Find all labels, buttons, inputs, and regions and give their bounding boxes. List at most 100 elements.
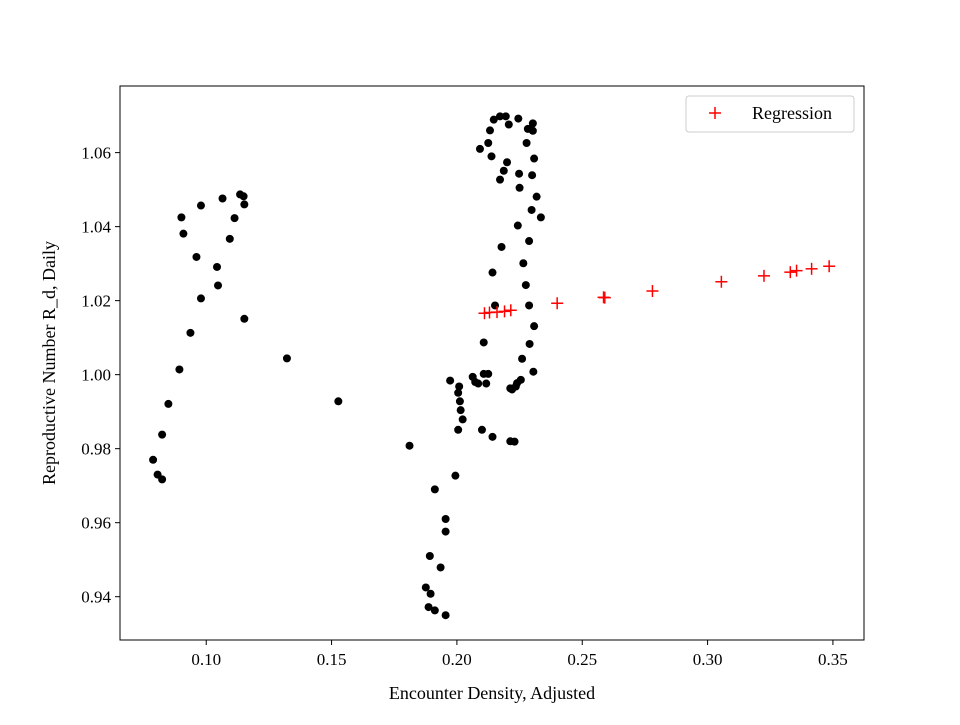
data-point-regression (715, 275, 728, 288)
data-point-observed (484, 138, 493, 147)
data-point-observed (239, 192, 248, 201)
data-point-observed (522, 138, 531, 147)
plot-frame (119, 85, 865, 641)
data-point-observed (513, 221, 522, 230)
data-point-observed (196, 201, 205, 210)
data-point-observed (441, 527, 450, 536)
data-point-observed (456, 406, 465, 415)
data-point-observed (525, 237, 534, 246)
data-point-observed (477, 425, 486, 434)
data-point-observed (213, 262, 222, 271)
data-point-observed (528, 119, 537, 128)
data-point-observed (487, 152, 496, 161)
x-tick-label: 0.20 (442, 650, 472, 669)
data-point-observed (489, 115, 498, 124)
data-point-observed (225, 234, 234, 243)
legend-marker-regression (709, 107, 721, 119)
data-point-observed (496, 175, 505, 184)
data-point-observed (441, 514, 450, 523)
data-point-observed (525, 301, 534, 310)
x-tick-label: 0.15 (317, 650, 347, 669)
data-point-observed (521, 281, 530, 290)
data-point-observed (474, 379, 483, 388)
data-point-observed (504, 120, 513, 129)
data-point-observed (514, 114, 523, 123)
data-point-observed (426, 589, 435, 598)
data-point-observed (497, 242, 506, 251)
data-point-observed (532, 192, 541, 201)
x-axis-label: Encounter Density, Adjusted (389, 683, 595, 703)
x-tick-label: 0.35 (818, 650, 848, 669)
data-point-observed (525, 339, 534, 348)
data-point-observed (196, 294, 205, 303)
data-point-observed (179, 229, 188, 238)
y-tick-label: 1.04 (81, 218, 111, 237)
data-point-observed (530, 322, 539, 331)
data-point-observed (479, 338, 488, 347)
data-point-observed (441, 611, 450, 620)
data-point-observed (458, 415, 467, 424)
data-point-observed (214, 281, 223, 290)
data-point-observed (421, 583, 430, 592)
y-tick-label: 1.00 (81, 366, 111, 385)
y-tick-label: 0.96 (81, 514, 111, 533)
legend-box (685, 95, 855, 133)
data-point-observed (519, 259, 528, 268)
y-tick-label: 1.02 (81, 292, 111, 311)
data-point-observed (491, 301, 500, 310)
data-point-observed (510, 437, 519, 446)
data-point-observed (530, 154, 539, 163)
x-tick-label: 0.10 (191, 650, 221, 669)
data-point-observed (240, 200, 249, 209)
data-point-observed (485, 126, 494, 135)
data-point-regression (757, 269, 770, 282)
data-point-observed (455, 397, 464, 406)
data-point-observed (218, 194, 227, 203)
data-point-observed (436, 563, 445, 572)
x-tick-label: 0.25 (567, 650, 597, 669)
data-point-observed (282, 354, 291, 363)
data-point-regression (551, 297, 564, 310)
data-point-observed (430, 485, 439, 494)
data-point-observed (405, 441, 414, 450)
data-point-observed (177, 213, 186, 222)
series-layer (149, 112, 836, 620)
y-axis-label: Reproductive Number R_d, Daily (39, 241, 59, 485)
data-point-observed (536, 213, 545, 222)
legend: Regression (685, 95, 855, 133)
data-point-observed (488, 268, 497, 277)
data-point-observed (451, 471, 460, 480)
data-point-regression (784, 266, 797, 279)
data-point-observed (488, 432, 497, 441)
data-point-observed (515, 169, 524, 178)
data-point-observed (518, 354, 527, 363)
data-point-observed (503, 158, 512, 167)
data-point-regression (823, 260, 836, 273)
y-tick-label: 1.06 (81, 144, 111, 163)
data-point-observed (175, 365, 184, 374)
data-point-observed (240, 314, 249, 323)
data-point-observed (425, 551, 434, 560)
data-point-observed (430, 606, 439, 615)
data-point-observed (149, 455, 158, 464)
data-point-observed (515, 183, 524, 192)
data-point-observed (527, 205, 536, 214)
data-point-observed (501, 112, 510, 121)
data-point-observed (499, 166, 508, 175)
x-tick-label: 0.30 (693, 650, 723, 669)
data-point-observed (164, 399, 173, 408)
data-point-observed (186, 328, 195, 337)
data-point-observed (516, 375, 525, 384)
data-point-observed (484, 369, 493, 378)
data-point-observed (455, 382, 464, 391)
y-axis-ticks: 0.94 0.96 0.98 1.00 1.02 1.04 1.06 (81, 144, 120, 607)
data-point-regression (805, 262, 818, 275)
data-point-observed (528, 171, 537, 180)
data-point-observed (529, 367, 538, 376)
legend-plus-marker (709, 107, 721, 119)
data-point-observed (230, 214, 239, 223)
data-point-regression (598, 291, 611, 304)
legend-label-regression: Regression (752, 103, 832, 123)
